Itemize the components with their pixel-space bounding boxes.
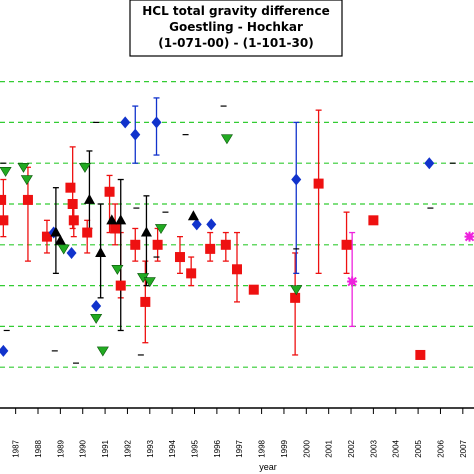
point-square-5 bbox=[67, 199, 78, 209]
point-square-8 bbox=[104, 186, 115, 197]
point-triangle-down-7 bbox=[111, 264, 124, 275]
point-square-6 bbox=[68, 215, 79, 226]
x-tick-label-1988: 1988 bbox=[34, 439, 43, 457]
point-triangle-down-12 bbox=[290, 285, 303, 296]
chart-title-line-2: Goestling - Hochkar bbox=[169, 20, 303, 34]
point-triangle-down-5 bbox=[90, 313, 103, 324]
x-axis-ticks: 1987 1988 1989 1990 1991 1992 1993 1994 1995 1996… bbox=[12, 408, 468, 458]
point-square-10 bbox=[115, 280, 126, 291]
point-triangle-up-6 bbox=[140, 226, 152, 237]
point-diamond-8 bbox=[206, 218, 217, 231]
point-square-2 bbox=[22, 194, 33, 205]
point-triangle-down-4 bbox=[78, 162, 91, 173]
point-triangle-up-4 bbox=[106, 214, 118, 225]
point-square-19 bbox=[248, 284, 259, 295]
point-diamond-10 bbox=[424, 157, 435, 170]
point-triangle-up-3 bbox=[95, 246, 107, 257]
point-triangle-down-9 bbox=[143, 277, 156, 288]
point-triangle-down-2 bbox=[20, 175, 33, 186]
x-axis-label: year bbox=[259, 462, 277, 472]
point-triangle-up-5 bbox=[115, 214, 127, 225]
point-square-24 bbox=[415, 349, 426, 360]
x-tick-label-2005: 2005 bbox=[414, 439, 423, 457]
x-tick-label-1995: 1995 bbox=[191, 439, 200, 457]
x-tick-label-2007: 2007 bbox=[459, 439, 468, 457]
point-asterisk-1-core bbox=[466, 233, 473, 240]
error-bars bbox=[0, 97, 356, 356]
point-triangle-down-3 bbox=[57, 244, 70, 255]
x-tick-label-1996: 1996 bbox=[213, 439, 222, 457]
point-triangle-down-1 bbox=[17, 162, 30, 173]
point-square-17 bbox=[220, 239, 231, 250]
point-triangle-down-10 bbox=[154, 224, 168, 235]
x-tick-label-1994: 1994 bbox=[168, 439, 177, 457]
x-tick-label-1998: 1998 bbox=[258, 439, 267, 457]
point-diamond-2 bbox=[66, 246, 77, 259]
point-triangle-up-1 bbox=[54, 234, 66, 245]
x-tick-label-1997: 1997 bbox=[235, 439, 244, 457]
point-square-9 bbox=[110, 223, 121, 234]
point-asterisk-0-core bbox=[349, 278, 356, 285]
x-tick-label-2001: 2001 bbox=[325, 439, 334, 457]
point-diamond-4 bbox=[120, 116, 131, 129]
data-points bbox=[0, 116, 474, 360]
chart-title-line-3: (1-071-00) - (1-101-30) bbox=[158, 36, 313, 50]
point-diamond-9 bbox=[291, 173, 302, 186]
point-square-15 bbox=[186, 268, 197, 279]
point-triangle-up-0 bbox=[50, 226, 62, 237]
point-diamond-5 bbox=[130, 128, 141, 141]
point-square-23 bbox=[368, 215, 379, 226]
point-triangle-down-6 bbox=[96, 346, 109, 357]
point-asterisk-1 bbox=[464, 231, 474, 242]
x-tick-label-1999: 1999 bbox=[280, 439, 289, 457]
point-square-1 bbox=[0, 215, 9, 226]
point-square-11 bbox=[130, 239, 141, 250]
point-square-14 bbox=[174, 252, 185, 263]
point-square-12 bbox=[140, 296, 151, 307]
point-square-3 bbox=[41, 231, 52, 242]
point-square-18 bbox=[232, 264, 242, 275]
chart-title-line-1: HCL total gravity difference bbox=[142, 4, 329, 18]
point-diamond-0 bbox=[0, 344, 9, 357]
point-square-22 bbox=[341, 239, 352, 250]
point-diamond-3 bbox=[91, 300, 102, 312]
x-tick-label-1993: 1993 bbox=[146, 439, 155, 457]
point-square-0 bbox=[0, 194, 7, 205]
point-diamond-7 bbox=[191, 218, 202, 231]
point-triangle-down-0 bbox=[0, 167, 12, 177]
x-tick-label-1989: 1989 bbox=[56, 439, 65, 457]
point-triangle-down-11 bbox=[220, 134, 233, 145]
title-box bbox=[129, 0, 343, 57]
point-asterisk-0 bbox=[347, 276, 358, 287]
point-square-4 bbox=[65, 182, 76, 193]
x-tick-label-2002: 2002 bbox=[347, 439, 356, 457]
x-tick-label-1991: 1991 bbox=[101, 439, 110, 457]
x-tick-label-2000: 2000 bbox=[302, 439, 311, 457]
point-square-13 bbox=[152, 239, 163, 250]
x-tick-label-2003: 2003 bbox=[369, 439, 378, 457]
point-triangle-up-7 bbox=[187, 210, 199, 221]
x-tick-label-2006: 2006 bbox=[436, 439, 445, 457]
point-triangle-up-2 bbox=[83, 193, 95, 204]
x-tick-label-1990: 1990 bbox=[79, 439, 88, 457]
x-tick-label-1992: 1992 bbox=[123, 439, 132, 457]
x-tick-label-1987: 1987 bbox=[12, 439, 21, 457]
point-diamond-6 bbox=[151, 116, 162, 129]
x-tick-label-2004: 2004 bbox=[392, 439, 401, 457]
point-square-16 bbox=[205, 243, 216, 254]
point-square-21 bbox=[313, 178, 324, 189]
dash-markers bbox=[0, 105, 456, 364]
point-square-7 bbox=[82, 227, 93, 238]
point-square-20 bbox=[290, 292, 301, 303]
